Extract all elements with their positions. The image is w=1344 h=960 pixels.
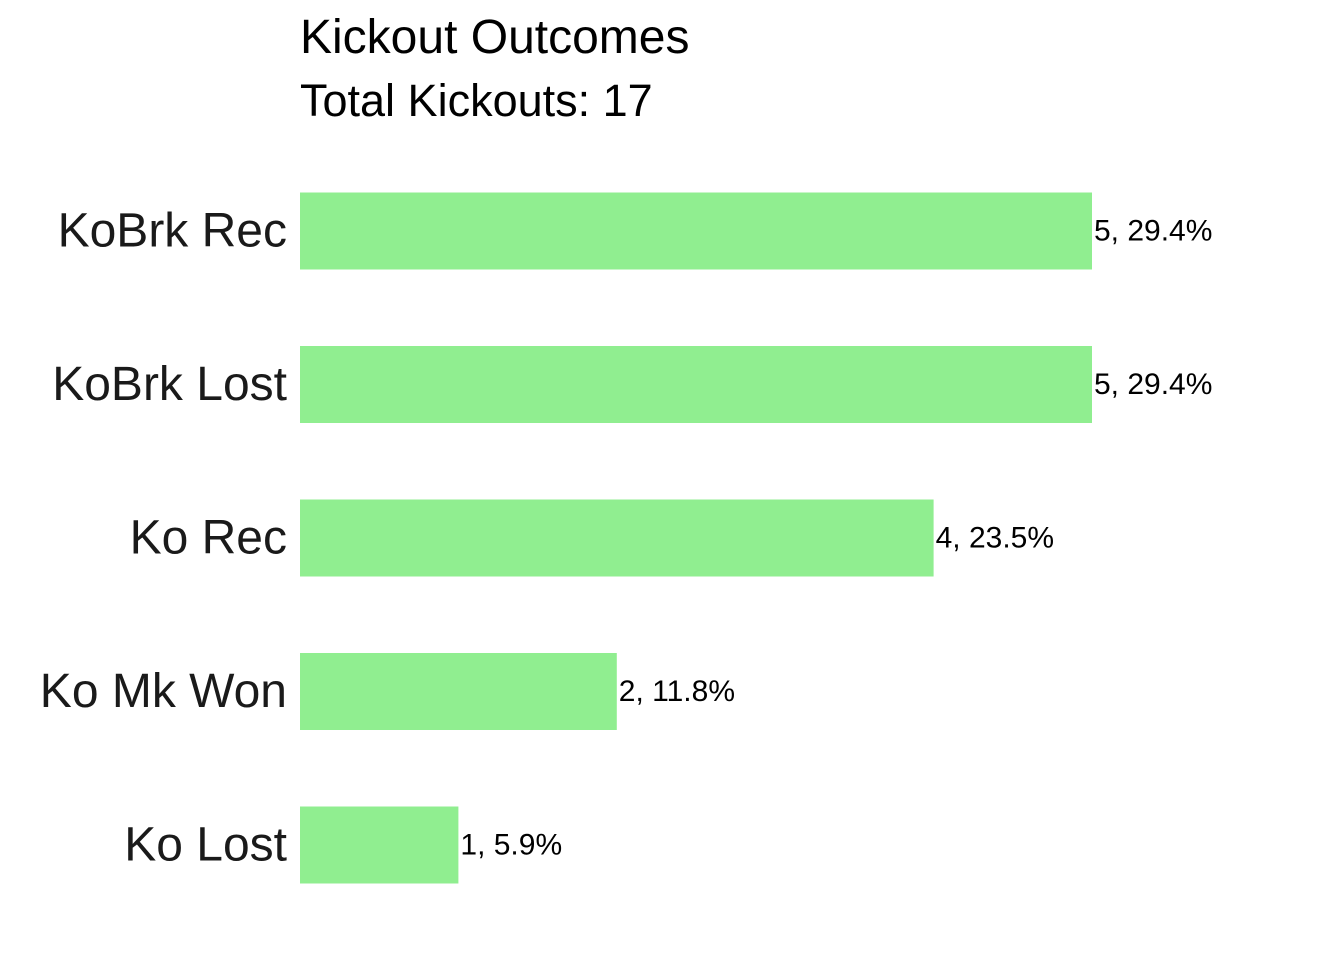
bar-kobrk-lost xyxy=(300,346,1092,423)
bar-kobrk-rec xyxy=(300,192,1092,270)
data-label: 5, 29.4% xyxy=(1094,215,1212,248)
category-label: Ko Rec xyxy=(130,512,287,565)
category-label: KoBrk Lost xyxy=(52,358,287,411)
bar-ko-rec xyxy=(300,499,934,577)
bar-ko-mk-won xyxy=(300,653,617,730)
chart-title: Kickout Outcomes xyxy=(300,11,689,64)
data-label: 4, 23.5% xyxy=(936,522,1054,555)
data-label: 1, 5.9% xyxy=(460,829,562,862)
chart-subtitle: Total Kickouts: 17 xyxy=(300,75,653,126)
data-label: 2, 11.8% xyxy=(619,675,735,708)
category-label: Ko Mk Won xyxy=(40,665,287,718)
data-label: 5, 29.4% xyxy=(1094,368,1212,401)
category-label: KoBrk Rec xyxy=(58,205,287,258)
bar-ko-lost xyxy=(300,806,459,884)
plot-area: KoBrk Rec 5, 29.4% KoBrk Lost 5, 29.4% Ko Re… xyxy=(40,192,1212,884)
category-label: Ko Lost xyxy=(124,819,287,872)
